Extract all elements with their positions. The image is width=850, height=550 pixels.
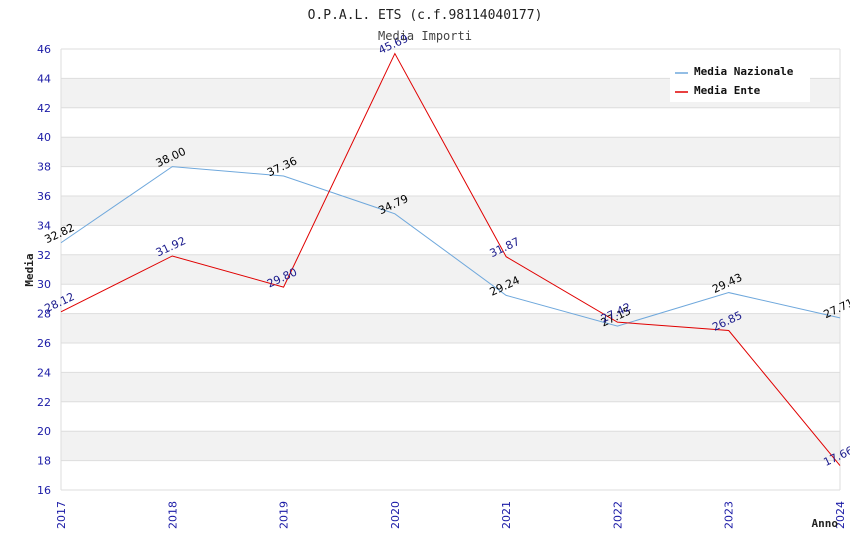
y-tick-label: 22 bbox=[37, 396, 51, 409]
chart-subtitle: Media Importi bbox=[378, 29, 472, 43]
series-lines bbox=[60, 52, 841, 466]
grid-band bbox=[61, 372, 840, 402]
legend-entry-media-nazionale: Media Nazionale bbox=[694, 65, 794, 78]
x-axis-label: Anno bbox=[812, 517, 839, 530]
series-line-media-nazionale bbox=[60, 166, 841, 327]
y-axis-label: Media bbox=[23, 253, 36, 286]
grid-band bbox=[61, 137, 840, 167]
grid-band bbox=[61, 313, 840, 343]
grid-band bbox=[61, 196, 840, 226]
y-tick-label: 20 bbox=[37, 425, 51, 438]
y-tick-label: 42 bbox=[37, 102, 51, 115]
axes bbox=[60, 49, 841, 490]
y-tick-label: 16 bbox=[37, 484, 51, 497]
y-tick-label: 38 bbox=[37, 161, 51, 174]
background-bands bbox=[61, 78, 840, 461]
x-tick-label: 2022 bbox=[611, 501, 624, 529]
y-tick-label: 46 bbox=[37, 43, 51, 56]
y-tick-label: 30 bbox=[37, 278, 51, 291]
chart-title: O.P.A.L. ETS (c.f.98114040177) bbox=[308, 8, 543, 23]
y-tick-label: 18 bbox=[37, 455, 51, 468]
legend-entry-media-ente: Media Ente bbox=[694, 84, 761, 97]
x-tick-label: 2021 bbox=[500, 501, 513, 529]
x-tick-label: 2020 bbox=[389, 501, 402, 529]
x-tick-label: 2018 bbox=[166, 501, 179, 529]
x-tick-label: 2017 bbox=[55, 501, 68, 529]
y-tick-label: 36 bbox=[37, 190, 51, 203]
y-tick-labels: 16 18 20 22 24 26 28 30 32 34 36 38 40 42 44 46 bbox=[37, 43, 51, 497]
grid-lines bbox=[61, 48, 840, 491]
y-tick-label: 28 bbox=[37, 308, 51, 321]
y-tick-label: 24 bbox=[37, 366, 51, 379]
x-tick-labels: 2017 2018 2019 2020 2021 2022 2023 2024 bbox=[55, 501, 847, 529]
y-tick-label: 26 bbox=[37, 337, 51, 350]
x-tick-label: 2019 bbox=[278, 501, 291, 529]
y-tick-label: 34 bbox=[37, 219, 51, 232]
y-tick-label: 40 bbox=[37, 131, 51, 144]
data-label: 28.12 bbox=[42, 290, 76, 315]
grid-band bbox=[61, 254, 840, 285]
y-tick-label: 44 bbox=[37, 72, 51, 85]
grid-band bbox=[61, 431, 840, 461]
x-tick-label: 2024 bbox=[834, 501, 847, 529]
x-tick-label: 2023 bbox=[723, 501, 736, 529]
legend-box bbox=[670, 60, 810, 102]
y-tick-label: 32 bbox=[37, 249, 51, 262]
legend: Media Nazionale Media Ente bbox=[670, 60, 810, 102]
series-line-media-ente bbox=[60, 52, 841, 466]
